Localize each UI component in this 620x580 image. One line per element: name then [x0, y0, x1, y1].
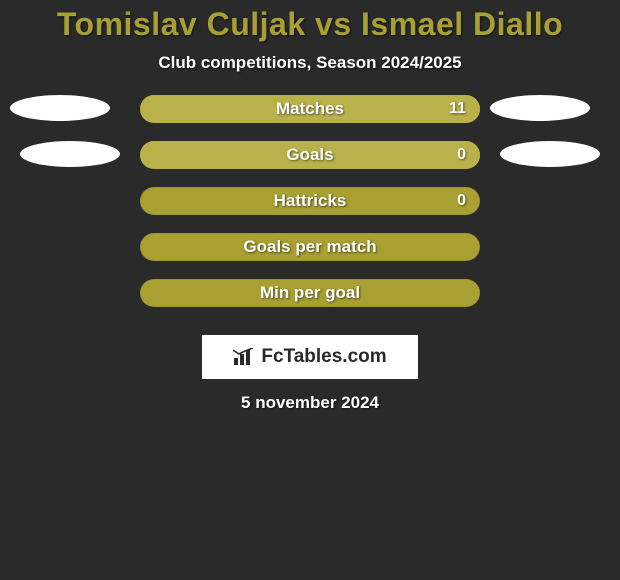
comparison-title: Tomislav Culjak vs Ismael Diallo — [0, 0, 620, 43]
player-left-marker — [10, 95, 110, 121]
stat-row: Goals0 — [0, 141, 620, 187]
stat-bar: Hattricks0 — [140, 187, 480, 215]
stat-value: 0 — [457, 187, 466, 215]
stat-label: Goals — [140, 141, 480, 169]
stat-bar: Goals0 — [140, 141, 480, 169]
footer-date: 5 november 2024 — [0, 393, 620, 413]
player-right-marker — [490, 95, 590, 121]
stat-label: Goals per match — [140, 233, 480, 261]
stat-bar: Matches11 — [140, 95, 480, 123]
stat-label: Min per goal — [140, 279, 480, 307]
stat-bar: Goals per match — [140, 233, 480, 261]
stat-row: Hattricks0 — [0, 187, 620, 233]
stat-row: Matches11 — [0, 95, 620, 141]
stat-row: Goals per match — [0, 233, 620, 279]
bar-chart-icon — [233, 348, 255, 366]
stat-value: 0 — [457, 141, 466, 169]
stat-rows: Matches11Goals0Hattricks0Goals per match… — [0, 95, 620, 325]
stat-bar: Min per goal — [140, 279, 480, 307]
player-left-marker — [20, 141, 120, 167]
player-right-marker — [500, 141, 600, 167]
stat-label: Hattricks — [140, 187, 480, 215]
stat-row: Min per goal — [0, 279, 620, 325]
stat-label: Matches — [140, 95, 480, 123]
fctables-logo: FcTables.com — [202, 335, 418, 379]
comparison-subtitle: Club competitions, Season 2024/2025 — [0, 53, 620, 73]
stat-value: 11 — [449, 95, 466, 123]
logo-text: FcTables.com — [261, 346, 386, 368]
